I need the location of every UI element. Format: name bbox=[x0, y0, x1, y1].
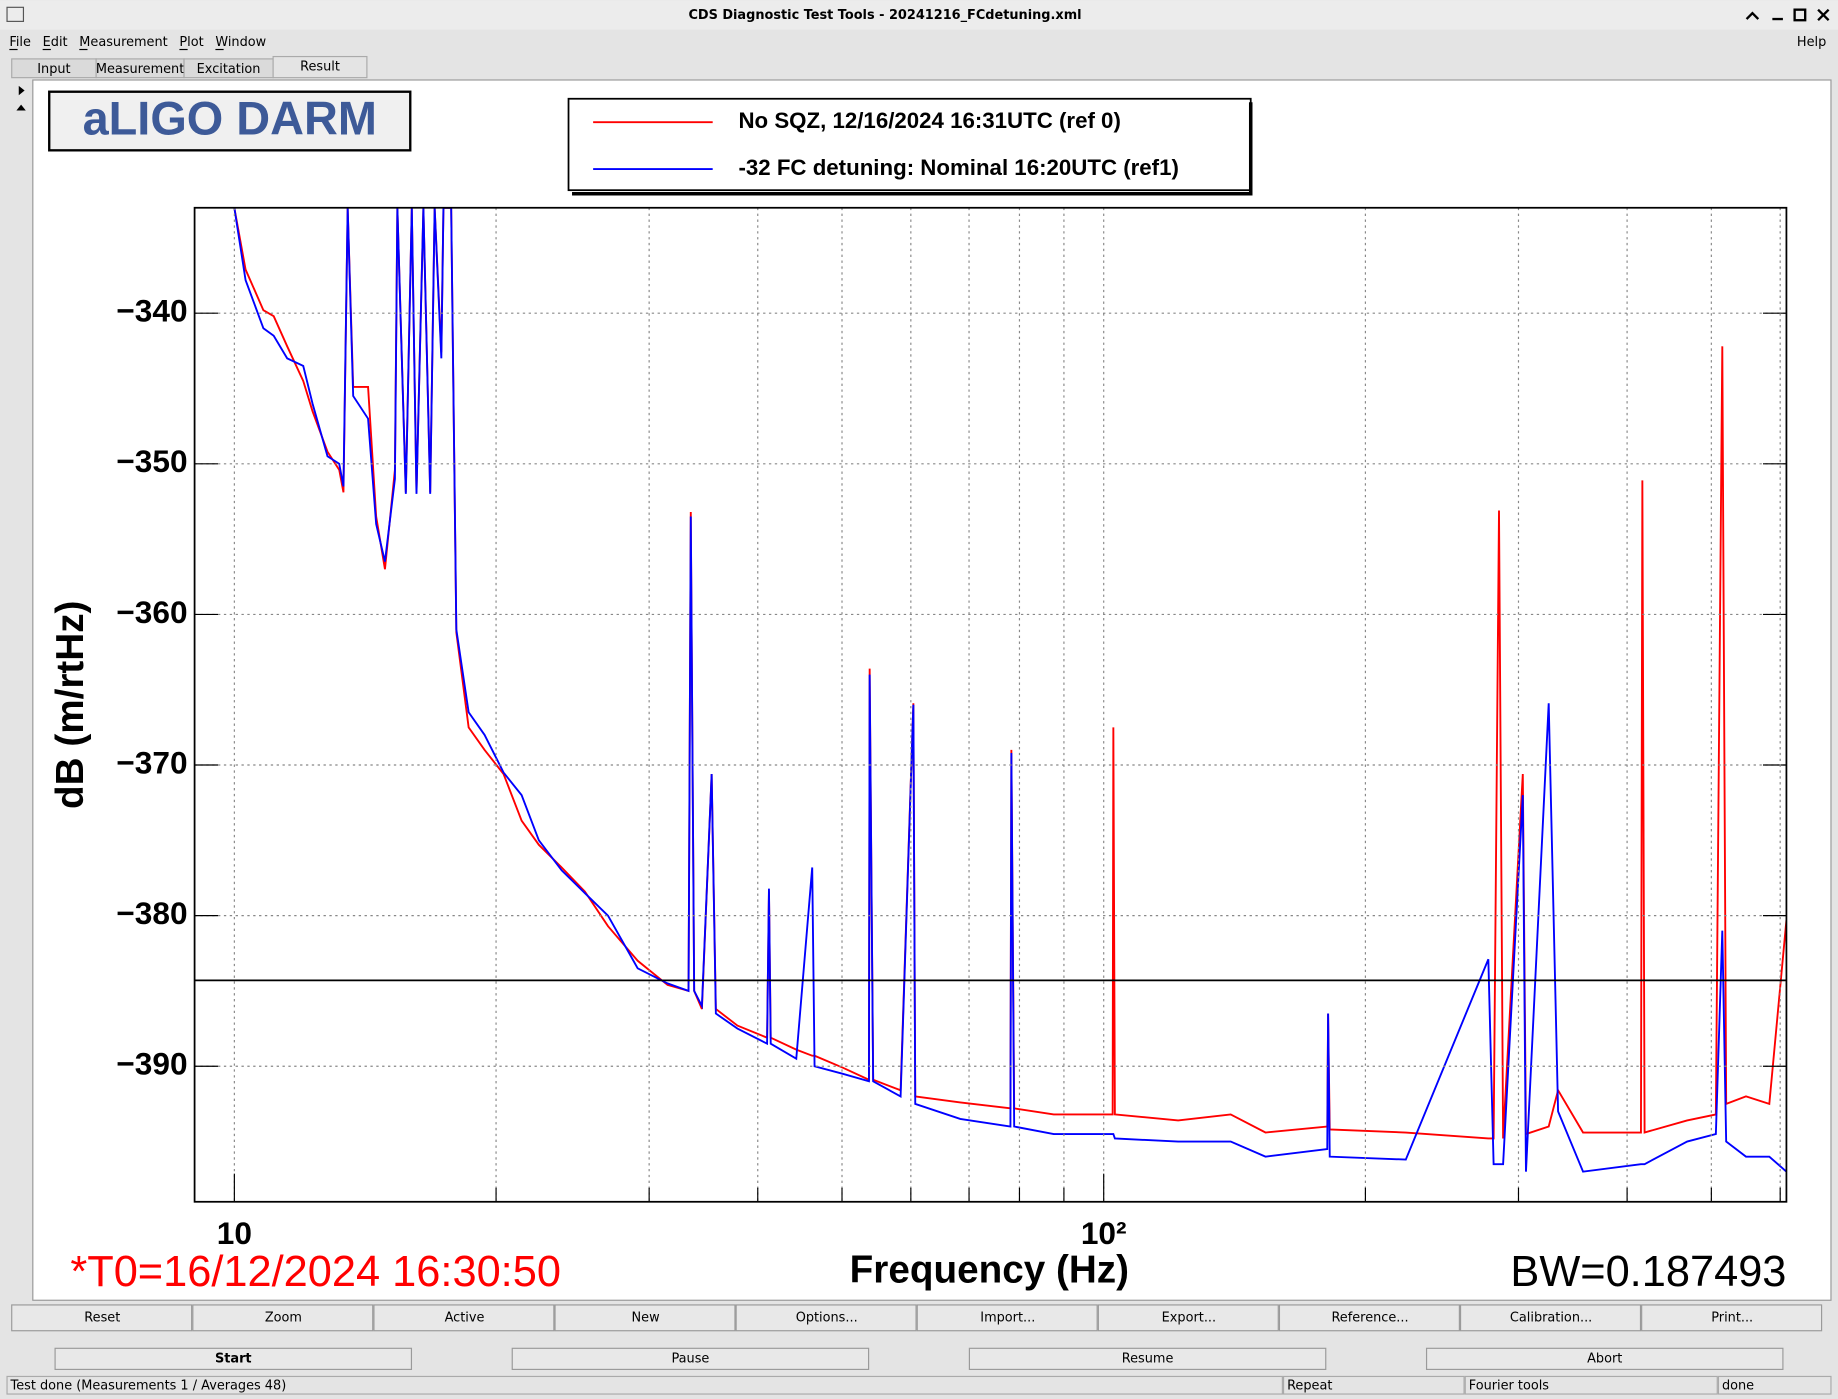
help-menu[interactable]: Help bbox=[1797, 35, 1826, 50]
button-label: Reference... bbox=[1331, 1310, 1408, 1325]
button[interactable] bbox=[916, 1304, 1098, 1332]
button[interactable] bbox=[11, 1304, 193, 1332]
plot-canvas bbox=[32, 79, 1832, 1301]
status-text: Repeat bbox=[1287, 1378, 1332, 1393]
status-field bbox=[1464, 1375, 1718, 1395]
menu-item[interactable]: Edit bbox=[43, 35, 68, 50]
y-tick-label: −370 bbox=[116, 744, 187, 780]
plot-area bbox=[233, 207, 1787, 1173]
y-tick-label: −340 bbox=[116, 293, 187, 329]
status-text: Fourier tools bbox=[1469, 1378, 1550, 1393]
button-label: Import... bbox=[980, 1310, 1035, 1325]
control-button[interactable] bbox=[511, 1347, 870, 1370]
y-tick-label: −360 bbox=[116, 594, 187, 630]
chart-title-box bbox=[48, 90, 412, 152]
control-label: Pause bbox=[671, 1351, 709, 1366]
y-tick-label: −350 bbox=[116, 443, 187, 479]
status-field bbox=[6, 1375, 1283, 1395]
button[interactable] bbox=[1097, 1304, 1279, 1332]
status-field bbox=[1282, 1375, 1465, 1395]
y-tick-label: −390 bbox=[116, 1046, 187, 1082]
button-label: Export... bbox=[1162, 1310, 1216, 1325]
legend-shadow bbox=[572, 102, 1253, 196]
menu-item[interactable]: File bbox=[9, 35, 31, 50]
control-label: Resume bbox=[1122, 1351, 1174, 1366]
status-field bbox=[1717, 1375, 1832, 1395]
shade-button[interactable] bbox=[1745, 11, 1760, 20]
button-label: Print... bbox=[1711, 1310, 1753, 1325]
y-tick-label: −380 bbox=[116, 895, 187, 931]
tab-label: Input bbox=[37, 62, 70, 77]
control-button[interactable] bbox=[968, 1347, 1327, 1370]
control-button[interactable] bbox=[1425, 1347, 1784, 1370]
tab-label: Measurement bbox=[96, 62, 184, 77]
tab[interactable] bbox=[272, 55, 368, 79]
button-label: Calibration... bbox=[1510, 1310, 1592, 1325]
chart-title: aLIGO DARM bbox=[83, 93, 377, 145]
title-bar bbox=[0, 0, 1838, 30]
legend bbox=[567, 97, 1252, 192]
menu-item[interactable]: Window bbox=[215, 35, 266, 50]
status-text: done bbox=[1722, 1378, 1754, 1393]
button-label: Options... bbox=[796, 1310, 858, 1325]
menu-item[interactable]: Plot bbox=[179, 35, 203, 50]
button[interactable] bbox=[1641, 1304, 1823, 1332]
bw-annotation: BW=0.187493 bbox=[1510, 1248, 1786, 1296]
button[interactable] bbox=[735, 1304, 917, 1332]
button[interactable] bbox=[373, 1304, 555, 1332]
button[interactable] bbox=[1459, 1304, 1642, 1332]
side-strip bbox=[11, 79, 32, 1300]
x-tick-label: 10² bbox=[1081, 1215, 1127, 1251]
side-arrows[interactable] bbox=[16, 85, 26, 111]
button[interactable] bbox=[554, 1304, 736, 1332]
control-button[interactable] bbox=[54, 1347, 413, 1370]
window-title: CDS Diagnostic Test Tools - 20241216_FCd… bbox=[688, 8, 1081, 23]
status-text: Test done (Measurements 1 / Averages 48) bbox=[10, 1378, 287, 1393]
x-axis-label: Frequency (Hz) bbox=[850, 1248, 1129, 1291]
y-axis-label: dB (m/rtHz) bbox=[49, 601, 92, 809]
legend-label: -32 FC detuning: Nominal 16:20UTC (ref1) bbox=[738, 155, 1178, 180]
button-label: Zoom bbox=[265, 1310, 302, 1325]
menu-item[interactable]: Measurement bbox=[79, 35, 167, 50]
legend-label: No SQZ, 12/16/2024 16:31UTC (ref 0) bbox=[738, 108, 1120, 133]
button-label: Reset bbox=[84, 1310, 120, 1325]
tab-label: Excitation bbox=[197, 62, 261, 77]
control-label: Abort bbox=[1587, 1351, 1622, 1366]
button-label: Active bbox=[445, 1310, 485, 1325]
control-label: Start bbox=[215, 1351, 252, 1366]
maximize-button[interactable] bbox=[1793, 8, 1807, 22]
tab-label: Result bbox=[300, 60, 340, 75]
button-label: New bbox=[632, 1310, 660, 1325]
t0-annotation: *T0=16/12/2024 16:30:50 bbox=[70, 1248, 561, 1296]
button[interactable] bbox=[1278, 1304, 1460, 1332]
x-tick-label: 10 bbox=[217, 1215, 252, 1251]
series-line bbox=[233, 207, 1787, 1173]
window-icon bbox=[6, 6, 25, 22]
button[interactable] bbox=[192, 1304, 374, 1332]
close-button[interactable] bbox=[1817, 8, 1830, 22]
plot-frame bbox=[193, 206, 1788, 1203]
